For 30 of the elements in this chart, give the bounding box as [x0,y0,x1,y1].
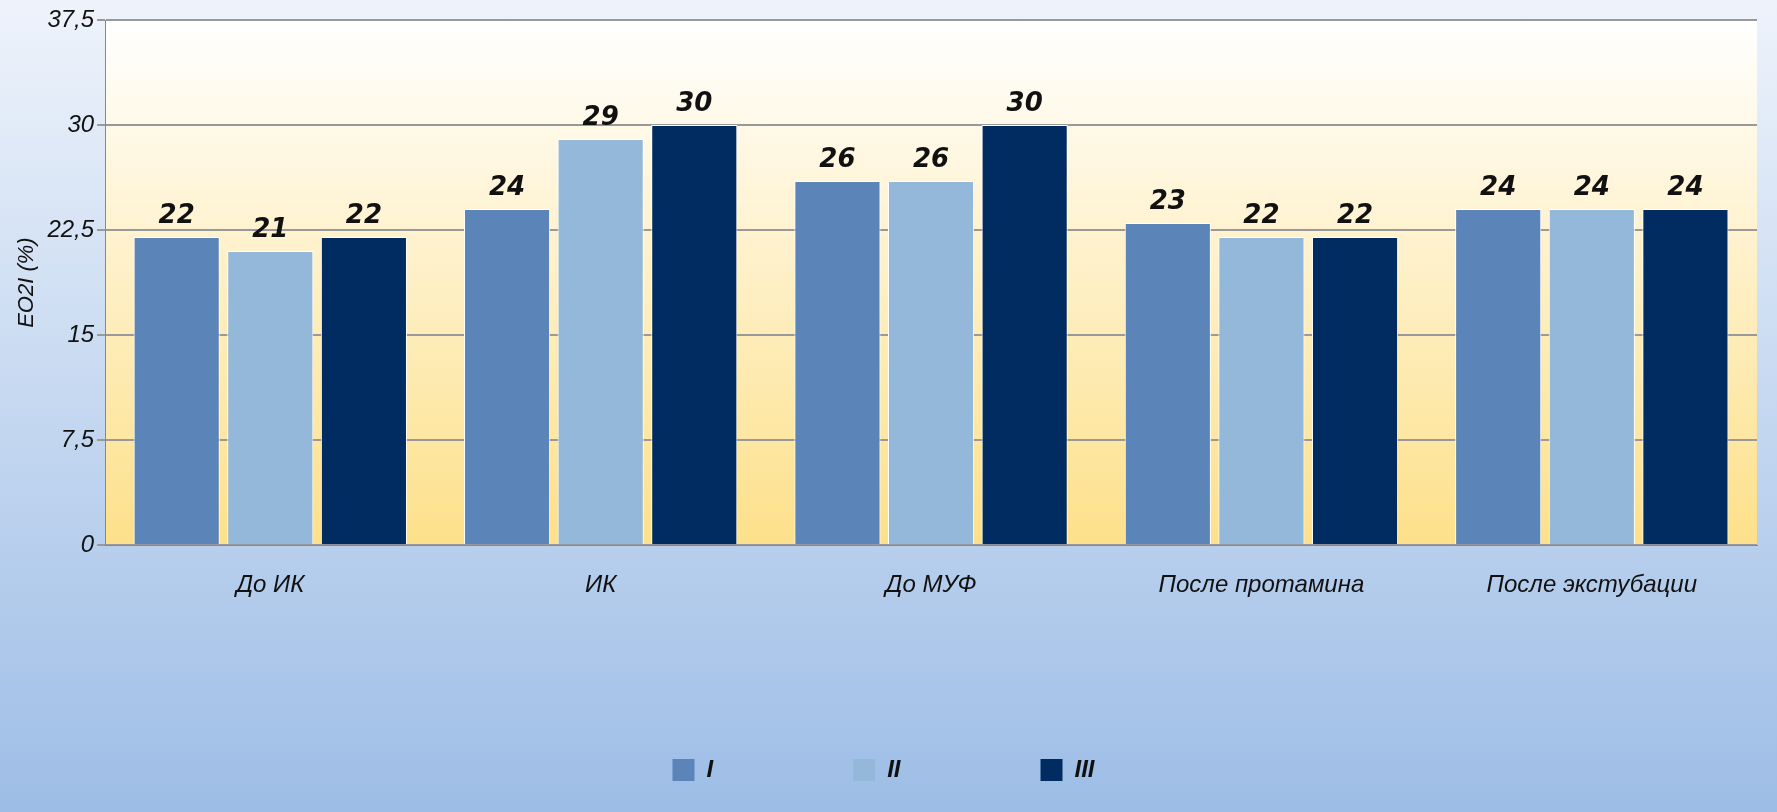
data-label: 24 [1667,170,1704,201]
x-tick-label: До ИК [233,570,307,598]
data-label: 22 [345,198,382,229]
data-label: 22 [1243,198,1280,229]
data-label: 22 [1336,198,1374,229]
data-label: 23 [1149,184,1186,215]
y-tick-label: 15 [67,319,95,347]
data-label: 30 [1006,86,1043,117]
x-tick-label: ИК [585,570,619,598]
y-tick-label: 22,5 [46,214,95,242]
data-label: 26 [819,142,856,173]
data-label: 21 [252,212,289,243]
legend-label: III [1074,754,1096,782]
data-label: 24 [1573,170,1610,201]
x-tick-label: После протамина [1158,570,1365,598]
data-label: 26 [912,142,950,173]
data-label: 24 [1480,170,1517,201]
x-tick-label: После экстубации [1486,570,1698,598]
data-label: 30 [676,86,713,117]
legend-label: II [887,754,902,782]
y-tick-label: 0 [80,529,95,557]
data-label: 22 [158,198,195,229]
x-tick-label: До МУФ [882,570,977,598]
y-tick-label: 30 [67,109,95,137]
y-axis-title: EO2I (%) [13,237,39,328]
data-label: 29 [582,100,619,131]
y-tick-label: 37,5 [47,4,95,32]
y-tick-label: 7,5 [60,424,95,452]
legend-label: I [706,754,715,782]
data-label: 24 [488,170,526,201]
